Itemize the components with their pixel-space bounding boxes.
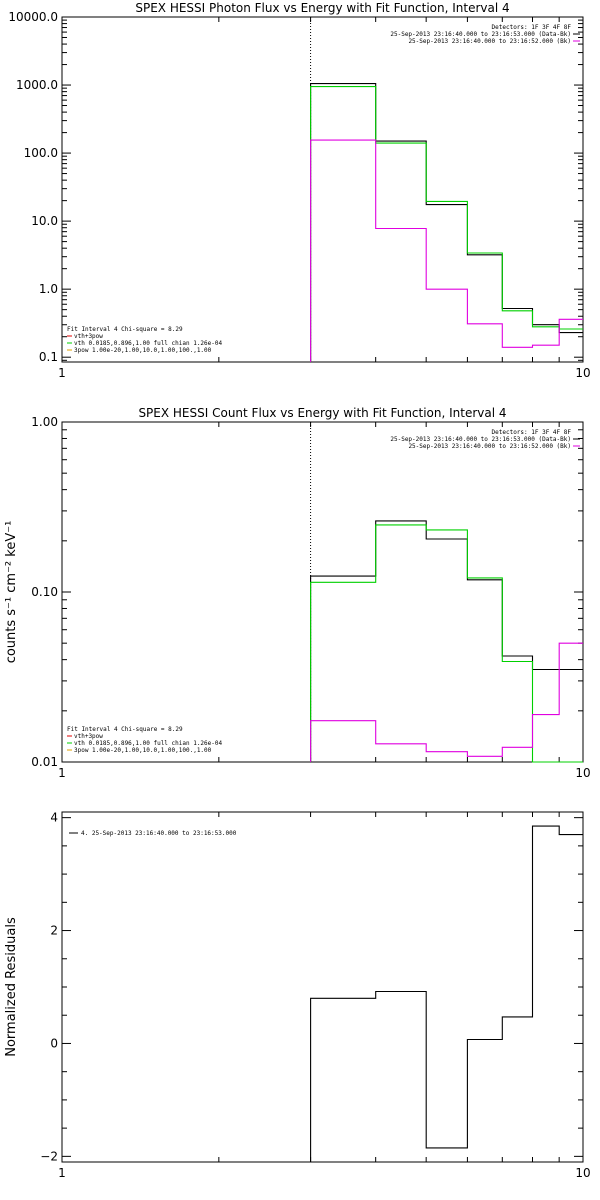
p2-legend-entry: 25-Sep-2013 23:16:40.000 to 23:16:52.000… xyxy=(408,443,571,450)
p2-legend-entry: Detectors: 1F 3F 4F 8F xyxy=(492,429,572,436)
p1-x-tick-label: 1 xyxy=(58,366,66,380)
p2-x-tick-label: 1 xyxy=(58,766,66,780)
p1-legend-entry: Fit Interval 4 Chi-square = 8.29 xyxy=(67,326,183,333)
p1-legend-entry: 3pow 1.00e-20,1.00,10.0,1.00,100.,1.00 xyxy=(74,347,212,354)
p2-series-1-step-line xyxy=(310,524,583,763)
p2-legend-entry: 25-Sep-2013 23:16:40.000 to 23:16:53.000… xyxy=(390,436,571,443)
p3-y-tick-label: 2 xyxy=(50,924,58,938)
p1-legend-entry: vth+3pow xyxy=(74,333,103,340)
p2-y-tick-label: 1.00 xyxy=(31,415,58,429)
p2-y-axis-label: counts s⁻¹ cm⁻² keV⁻¹ xyxy=(4,521,19,664)
p3-plot-frame xyxy=(61,811,584,1163)
p2-chart-title: SPEX HESSI Count Flux vs Energy with Fit… xyxy=(138,406,506,420)
p2-legend-entry: 3pow 1.00e-20,1.00,10.0,1.00,100.,1.00 xyxy=(74,747,212,754)
p2-x-tick-label: 10 xyxy=(575,766,590,780)
p2-legend-entry: vth+3pow xyxy=(74,733,103,740)
p1-legend-entry: Detectors: 1F 3F 4F 8F xyxy=(492,24,572,31)
p1-legend-entry: 25-Sep-2013 23:16:40.000 to 23:16:52.000… xyxy=(408,38,571,45)
p2-plot-frame xyxy=(61,421,584,763)
p1-y-tick-label: 10000.0 xyxy=(8,10,58,24)
p1-y-tick-label: 0.1 xyxy=(39,350,58,364)
p1-series-1-step-line xyxy=(310,86,583,362)
p1-x-tick-label: 10 xyxy=(575,366,590,380)
p3-series-0-step-line xyxy=(310,825,583,1162)
p3-x-tick-label: 1 xyxy=(58,1166,66,1180)
p3-y-tick-label: −2 xyxy=(40,1149,58,1163)
p2-legend-entry: Fit Interval 4 Chi-square = 8.29 xyxy=(67,726,183,733)
p1-y-tick-label: 10.0 xyxy=(31,214,58,228)
p2-series-0-step-line xyxy=(310,520,583,762)
p3-legend-entry: 4. 25-Sep-2013 23:16:40.000 to 23:16:53.… xyxy=(81,830,237,837)
p1-y-tick-label: 1000.0 xyxy=(16,78,58,92)
p1-series-2-step-line xyxy=(310,139,583,362)
p1-legend-entry: 25-Sep-2013 23:16:40.000 to 23:16:53.000… xyxy=(390,31,571,38)
p3-x-tick-label: 10 xyxy=(575,1166,590,1180)
p1-series-0-step-line xyxy=(310,83,583,362)
p1-legend-entry: vth 0.0185,0.896,1.00 full chian 1.26e-0… xyxy=(74,340,222,347)
p2-legend-entry: vth 0.0185,0.896,1.00 full chian 1.26e-0… xyxy=(74,740,222,747)
p1-y-tick-label: 100.0 xyxy=(24,146,58,160)
p1-chart-title: SPEX HESSI Photon Flux vs Energy with Fi… xyxy=(135,1,509,15)
p1-plot-frame xyxy=(61,16,584,363)
p2-y-tick-label: 0.01 xyxy=(31,755,58,769)
p2-series-2-step-line xyxy=(310,642,583,762)
p3-y-axis-label: Normalized Residuals xyxy=(4,917,19,1057)
p1-y-tick-label: 1.0 xyxy=(39,282,58,296)
p3-y-tick-label: 0 xyxy=(50,1036,58,1050)
p3-y-tick-label: 4 xyxy=(50,811,58,825)
p2-y-tick-label: 0.10 xyxy=(31,585,58,599)
